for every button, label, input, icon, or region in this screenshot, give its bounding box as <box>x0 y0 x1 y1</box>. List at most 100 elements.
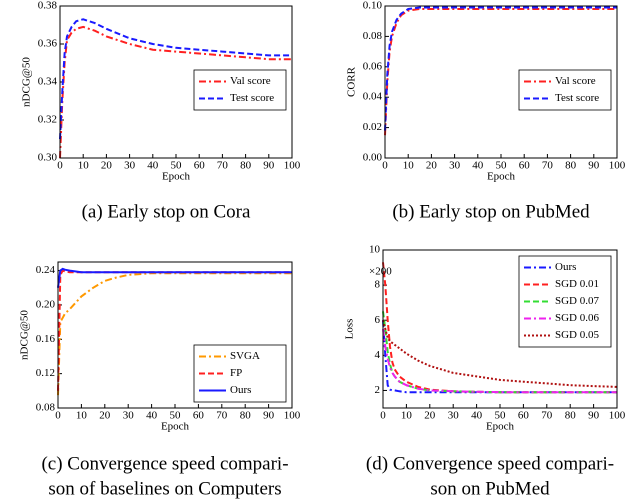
y-tick-label: 0.38 <box>38 0 58 12</box>
y-tick-label: 10 <box>369 244 381 256</box>
x-tick-label: 100 <box>609 160 626 172</box>
legend-label: Val score <box>230 75 271 87</box>
x-tick-label: 70 <box>542 160 554 172</box>
x-tick-label: 20 <box>424 410 436 422</box>
legend-label: Test score <box>555 92 599 104</box>
x-tick-label: 90 <box>588 160 600 172</box>
y-tick-label: 0.30 <box>38 152 58 164</box>
x-tick-label: 40 <box>146 410 158 422</box>
series-line <box>59 18 292 140</box>
x-tick-label: 60 <box>519 160 531 172</box>
legend: Val score Test score <box>193 69 287 111</box>
series-line <box>382 311 617 394</box>
legend-label: Ours <box>555 261 576 273</box>
x-tick-label: 90 <box>263 410 275 422</box>
y-tick-label: 0.20 <box>36 298 56 310</box>
x-tick-label: 40 <box>147 160 159 172</box>
y-axis-label: nDCG@50 <box>19 310 31 360</box>
caption: (c) Convergence speed compari- <box>41 453 288 474</box>
caption: (b) Early stop on PubMed <box>392 201 590 222</box>
plot-frame <box>59 5 293 159</box>
y-tick-label: 0.06 <box>363 60 383 72</box>
y-tick-label: 0.34 <box>38 76 58 88</box>
y-tick-label: 0.02 <box>363 121 382 133</box>
series-line <box>384 8 617 136</box>
y-tick-label: 0.16 <box>36 333 56 345</box>
x-tick-label: 10 <box>78 160 90 172</box>
x-tick-label: 10 <box>401 410 413 422</box>
legend: Ours SGD 0.01 SGD 0.07 SGD 0.06 SGD 0.05 <box>518 255 612 348</box>
x-tick-label: 60 <box>194 160 206 172</box>
x-axis-label: Epoch <box>486 421 515 433</box>
x-axis-label: Epoch <box>162 171 191 183</box>
y-tick-label: 0.08 <box>363 30 383 42</box>
y-tick-label: 0.24 <box>36 264 56 276</box>
x-tick-label: 20 <box>426 160 438 172</box>
x-tick-label: 50 <box>495 410 507 422</box>
subplot: 0.00 0.02 0.04 0.06 0.08 0.10 0 10 20 30 40 50 60 70 8… <box>346 0 626 222</box>
legend-label: Val score <box>555 75 596 87</box>
plot-frame <box>382 249 618 409</box>
legend-label: SGD 0.06 <box>555 312 600 324</box>
legend-label: FP <box>230 367 242 379</box>
series-line <box>382 319 618 388</box>
x-tick-label: 70 <box>541 410 553 422</box>
caption: (a) Early stop on Cora <box>82 201 251 222</box>
x-tick-label: 70 <box>217 160 229 172</box>
y-tick-label: 0.32 <box>38 114 57 126</box>
y-tick-label: 4 <box>375 349 381 361</box>
x-tick-label: 40 <box>472 160 484 172</box>
x-tick-label: 20 <box>99 410 111 422</box>
x-tick-label: 60 <box>193 410 205 422</box>
y-tick-label: 0.10 <box>363 0 383 12</box>
x-tick-label: 100 <box>609 410 626 422</box>
y-tick-label: 6 <box>375 314 381 326</box>
plot-frame <box>384 5 618 159</box>
caption: son of baselines on Computers <box>48 478 281 499</box>
caption: (d) Convergence speed compari- <box>366 453 614 474</box>
x-tick-label: 0 <box>380 410 386 422</box>
x-tick-label: 50 <box>170 410 182 422</box>
y-tick-label: 8 <box>375 279 381 291</box>
series-line <box>57 267 292 288</box>
y-tick-label: 0.08 <box>36 402 56 414</box>
y-tick-label: 0.12 <box>36 367 55 379</box>
x-tick-label: 30 <box>124 160 136 172</box>
x-tick-label: 90 <box>263 160 275 172</box>
x-tick-label: 0 <box>55 410 61 422</box>
x-tick-label: 70 <box>216 410 228 422</box>
x-tick-label: 60 <box>518 410 530 422</box>
x-tick-label: 0 <box>57 160 63 172</box>
x-tick-label: 90 <box>588 410 600 422</box>
legend-label: SGD 0.05 <box>555 329 600 341</box>
y-tick-label: 0.00 <box>363 152 383 164</box>
subplot: 0.30 0.32 0.34 0.36 0.38 0 10 20 30 40 50 60 70 80 90 1… <box>21 0 301 222</box>
x-tick-label: 50 <box>496 160 508 172</box>
x-tick-label: 20 <box>101 160 113 172</box>
legend-label: Ours <box>230 384 251 396</box>
plot-frame <box>57 261 293 409</box>
x-tick-label: 80 <box>565 160 577 172</box>
legend-label: SGD 0.01 <box>555 278 599 290</box>
x-tick-label: 100 <box>284 410 301 422</box>
y-axis-label: nDCG@50 <box>21 57 33 107</box>
x-tick-label: 30 <box>123 410 135 422</box>
subplot: 0.08 0.12 0.16 0.20 0.24 0 10 20 30 40 50 60 70 80 90 1… <box>19 261 301 499</box>
x-axis-label: Epoch <box>487 171 516 183</box>
y-tick-label: 0.04 <box>363 91 383 103</box>
legend-label: SVGA <box>230 350 260 362</box>
x-tick-label: 30 <box>448 410 460 422</box>
y-tick-label: 2 <box>375 384 381 396</box>
annotation: ×200 <box>369 266 392 278</box>
x-axis-label: Epoch <box>161 421 190 433</box>
legend: SVGA FP Ours <box>193 344 287 403</box>
legend-box <box>518 69 612 111</box>
x-tick-label: 50 <box>171 160 183 172</box>
x-tick-label: 100 <box>284 160 301 172</box>
x-tick-label: 40 <box>471 410 483 422</box>
x-tick-label: 80 <box>240 410 252 422</box>
caption: son on PubMed <box>430 478 550 499</box>
legend-box <box>193 69 287 111</box>
